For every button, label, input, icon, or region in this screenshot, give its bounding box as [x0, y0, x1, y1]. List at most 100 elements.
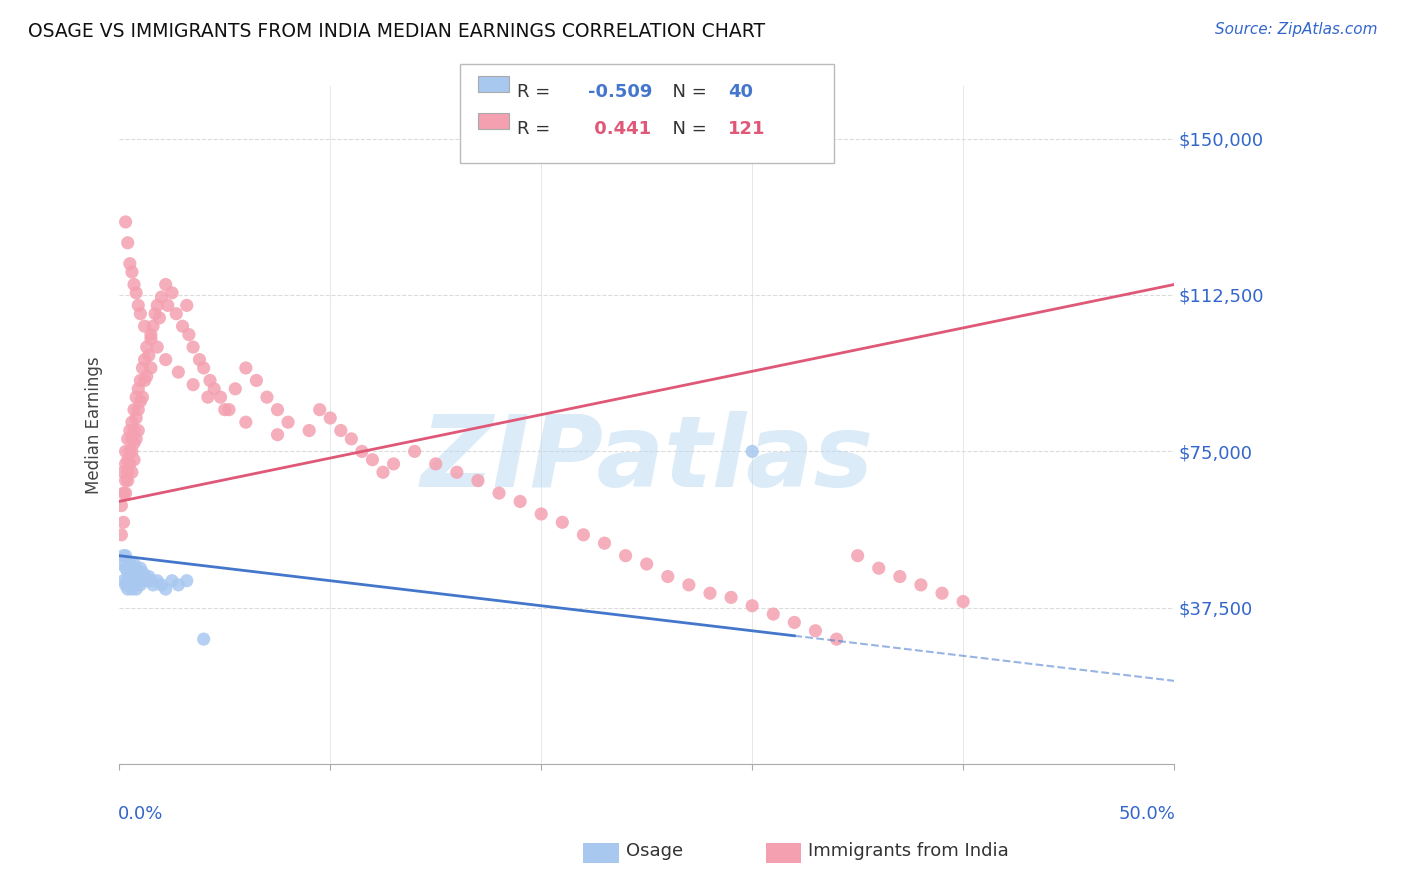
Point	[122, 574, 145, 588]
Point	[118, 569, 141, 583]
Point	[910, 578, 932, 592]
Point	[657, 569, 679, 583]
Point	[125, 411, 148, 425]
Point	[142, 578, 165, 592]
Point	[167, 365, 190, 379]
Point	[122, 424, 145, 438]
Point	[117, 474, 139, 488]
Point	[614, 549, 637, 563]
Point	[218, 402, 240, 417]
Text: -0.509: -0.509	[588, 83, 652, 101]
Point	[127, 382, 149, 396]
Point	[125, 582, 148, 596]
Point	[593, 536, 616, 550]
Point	[122, 557, 145, 571]
Point	[125, 569, 148, 583]
Point	[131, 361, 153, 376]
Point	[155, 582, 177, 596]
Point	[121, 415, 143, 429]
Point	[129, 578, 152, 592]
Text: Immigrants from India: Immigrants from India	[808, 842, 1010, 860]
Text: N =: N =	[661, 120, 713, 138]
Point	[121, 561, 143, 575]
Point	[181, 377, 204, 392]
Point	[699, 586, 721, 600]
Point	[277, 415, 299, 429]
Point	[139, 332, 162, 346]
Point	[114, 215, 136, 229]
Point	[134, 319, 156, 334]
Point	[160, 285, 183, 300]
Point	[382, 457, 405, 471]
Point	[298, 424, 321, 438]
Point	[266, 402, 288, 417]
Point	[150, 290, 173, 304]
Text: 121: 121	[728, 120, 766, 138]
Text: 0.441: 0.441	[588, 120, 651, 138]
Point	[139, 574, 162, 588]
Point	[193, 632, 215, 646]
Point	[118, 257, 141, 271]
Point	[127, 402, 149, 417]
Y-axis label: Median Earnings: Median Earnings	[86, 357, 103, 494]
Text: 40: 40	[728, 83, 754, 101]
Point	[122, 578, 145, 592]
Point	[121, 444, 143, 458]
Point	[131, 566, 153, 580]
Point	[125, 285, 148, 300]
Point	[551, 516, 574, 530]
Point	[117, 432, 139, 446]
Point	[931, 586, 953, 600]
Text: ZIPatlas: ZIPatlas	[420, 410, 873, 508]
Point	[142, 319, 165, 334]
Point	[783, 615, 806, 630]
Point	[112, 549, 135, 563]
Point	[114, 549, 136, 563]
Point	[720, 591, 742, 605]
Point	[825, 632, 848, 646]
Text: Osage: Osage	[626, 842, 683, 860]
Point	[138, 348, 160, 362]
Point	[112, 465, 135, 479]
Text: Source: ZipAtlas.com: Source: ZipAtlas.com	[1215, 22, 1378, 37]
Point	[425, 457, 447, 471]
Point	[146, 340, 169, 354]
Point	[678, 578, 700, 592]
Point	[112, 486, 135, 500]
Point	[127, 298, 149, 312]
Point	[110, 557, 132, 571]
Point	[846, 549, 869, 563]
Point	[308, 402, 330, 417]
Point	[121, 582, 143, 596]
Point	[118, 444, 141, 458]
Point	[135, 574, 157, 588]
Point	[572, 528, 595, 542]
Point	[138, 569, 160, 583]
Point	[235, 415, 257, 429]
Point	[467, 474, 489, 488]
Point	[245, 374, 267, 388]
Point	[155, 352, 177, 367]
Point	[114, 474, 136, 488]
Point	[122, 277, 145, 292]
Point	[118, 557, 141, 571]
Point	[131, 390, 153, 404]
Point	[139, 361, 162, 376]
Point	[176, 574, 198, 588]
Point	[235, 361, 257, 376]
Point	[110, 499, 132, 513]
Point	[121, 432, 143, 446]
Text: R =: R =	[517, 83, 557, 101]
Point	[181, 340, 204, 354]
Point	[122, 402, 145, 417]
Point	[122, 436, 145, 450]
Point	[117, 235, 139, 250]
Point	[214, 402, 236, 417]
Point	[741, 599, 763, 613]
Point	[224, 382, 246, 396]
Point	[488, 486, 510, 500]
Point	[266, 427, 288, 442]
Point	[177, 327, 200, 342]
Point	[129, 561, 152, 575]
Point	[329, 424, 352, 438]
